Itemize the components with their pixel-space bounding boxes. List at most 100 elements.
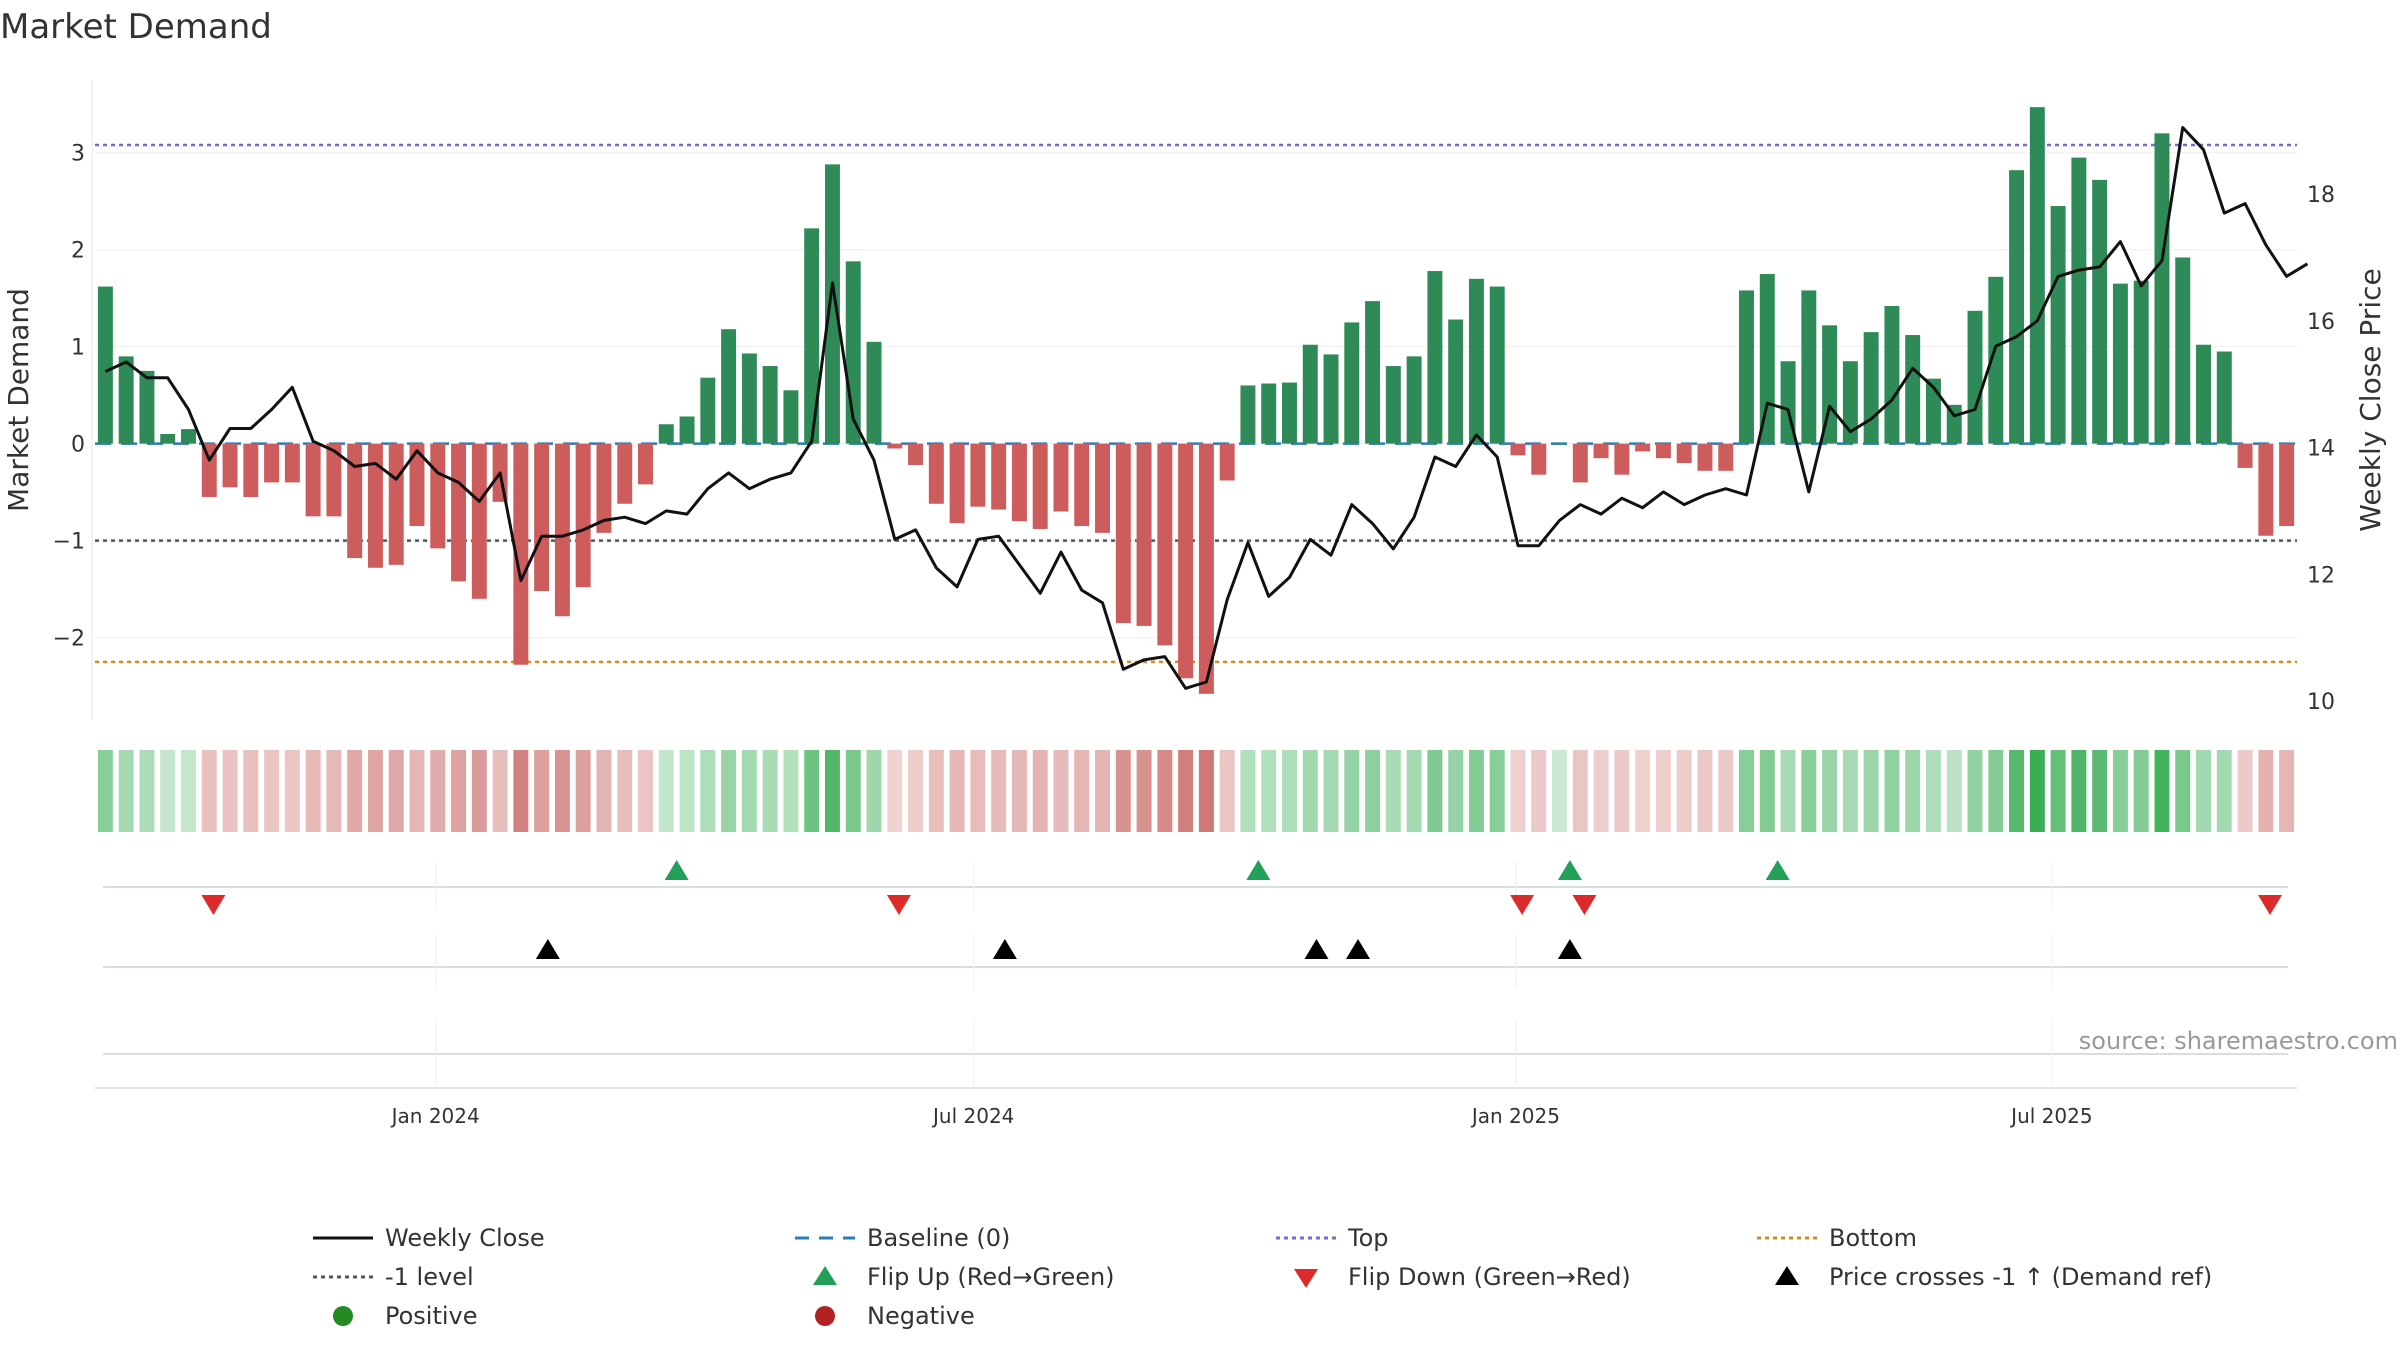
strip-cell [1219,750,1235,832]
strip-cell [326,750,342,832]
demand-bar [908,443,924,465]
demand-bar [326,443,342,517]
demand-bar [222,443,238,488]
strip-cell [762,750,778,832]
demand-bar [679,416,695,444]
demand-bar [1905,335,1921,444]
demand-bar [1448,319,1464,444]
demand-bar [1468,278,1484,444]
strip-cell [700,750,716,832]
price-cross-marker [1304,939,1329,959]
strip-cell [160,750,176,832]
strip-cell [887,750,903,832]
strip-cell [679,750,695,832]
strip-cell [1718,750,1734,832]
price-cross-panel [103,935,2288,990]
strip-cell [638,750,653,832]
strip-cell [1697,750,1713,832]
demand-bar [1261,383,1277,444]
demand-bar [1739,290,1754,444]
demand-bar [2258,443,2274,536]
strip-cell [824,750,840,832]
demand-bar [824,164,840,444]
strip-cell [1385,750,1401,832]
strip-cell [2154,750,2170,832]
left-tick-label: 2 [71,239,85,264]
legend-label: Positive [385,1302,478,1330]
legend-label: Bottom [1829,1224,1917,1252]
demand-bar [367,443,383,568]
flip-down-marker [2257,895,2282,915]
legend-swatch-triangle-up [813,1266,837,1285]
demand-bar [1053,443,1069,512]
demand-bar [1572,443,1588,483]
strip-cell [908,750,924,832]
strip-cell [2112,750,2128,832]
strip-cell [1780,750,1796,832]
strip-cell [243,750,259,832]
demand-bar [991,443,1007,510]
strip-cell [783,750,799,832]
demand-bars [97,107,2295,694]
strip-cell [492,750,508,832]
demand-bar [804,228,820,444]
demand-bar [1884,305,1900,444]
legend-swatch-circle [815,1306,835,1326]
strip-cell [1178,750,1194,832]
demand-bar [409,443,425,527]
demand-bar [2154,133,2170,444]
strip-cell [1759,750,1775,832]
strip-cell [139,750,155,832]
demand-bar [1323,354,1339,444]
strip-cell [367,750,383,832]
date-axis: Jan 2024 Jul 2024 Jan 2025 Jul 2025 [95,1087,2297,1128]
left-tick-label: 3 [71,142,85,167]
flip-up-marker [1246,860,1271,880]
strip-cell [554,750,570,832]
strip-cell [2279,750,2295,832]
demand-bar [762,366,778,444]
demand-bar [1863,332,1879,444]
left-axis-ticks: 3 2 1 0 −1 −2 [53,80,93,720]
demand-bar [181,429,196,444]
demand-bar [638,443,653,485]
strip-cell [118,750,134,832]
demand-bar [1759,273,1775,444]
demand-bar [430,443,446,549]
strip-cell [1925,750,1941,832]
strip-cell [409,750,425,832]
chart-title: Market Demand [0,7,272,47]
strip-cell [181,750,196,832]
demand-bar [949,443,965,524]
flip-up-marker [664,860,689,880]
strip-cell [1323,750,1339,832]
gridlines [95,152,2297,639]
strip-cell [1032,750,1048,832]
strip-cell [1635,750,1651,832]
strip-cell [1572,750,1588,832]
strip-cell [1884,750,1900,832]
demand-bar [1115,443,1131,624]
strip-cell [1074,750,1090,832]
demand-bar [658,424,674,444]
demand-bar [2071,157,2087,444]
demand-bar [1178,443,1194,679]
strip-cell [284,750,300,832]
demand-bar [617,443,633,504]
strip-cell [1406,750,1422,832]
strip-cell [596,750,612,832]
strip-cell [1157,750,1173,832]
strip-cell [991,750,1007,832]
strip-cell [388,750,404,832]
legend-label: Top [1347,1224,1389,1252]
left-tick-label: 1 [71,336,85,361]
legend-label: Weekly Close [385,1224,545,1252]
right-axis-label: Weekly Close Price [2354,268,2387,531]
flip-markers-panel [103,860,2288,915]
strip-cell [2009,750,2025,832]
demand-bar [721,329,737,444]
demand-bar [1614,443,1630,475]
strip-cell [1302,750,1318,832]
demand-bar [1801,290,1817,444]
demand-bar [1531,443,1547,475]
